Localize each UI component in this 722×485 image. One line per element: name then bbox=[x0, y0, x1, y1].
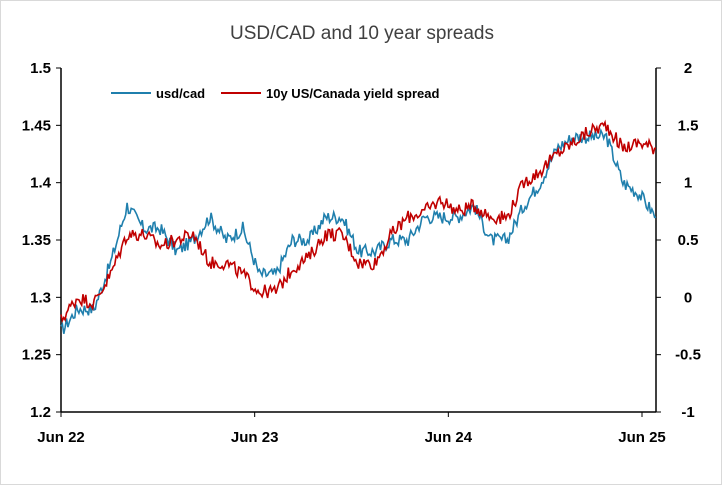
left-tick-label: 1.3 bbox=[30, 289, 51, 306]
left-tick-label: 1.5 bbox=[30, 60, 51, 77]
right-tick-label: 2 bbox=[684, 60, 692, 77]
legend-label-spread: 10y US/Canada yield spread bbox=[266, 86, 439, 101]
x-tick-label: Jun 24 bbox=[425, 429, 473, 446]
right-tick-label: 1.5 bbox=[678, 117, 699, 134]
left-tick-label: 1.35 bbox=[22, 232, 51, 249]
x-tick-label: Jun 22 bbox=[37, 429, 85, 446]
right-tick-label: -1 bbox=[681, 404, 694, 421]
right-tick-label: 0 bbox=[684, 289, 692, 306]
left-tick-label: 1.2 bbox=[30, 404, 51, 421]
left-tick-label: 1.4 bbox=[30, 175, 52, 192]
x-axis-ticks: Jun 22 Jun 23 Jun 24 Jun 25 bbox=[37, 412, 666, 446]
right-tick-label: 0.5 bbox=[678, 232, 699, 249]
right-axis-ticks: -1 -0.5 0 0.5 1 1.5 2 bbox=[656, 60, 701, 421]
left-tick-label: 1.45 bbox=[22, 117, 51, 134]
legend-label-usdcad: usd/cad bbox=[156, 86, 205, 101]
x-tick-label: Jun 23 bbox=[231, 429, 279, 446]
left-axis-ticks: 1.2 1.25 1.3 1.35 1.4 1.45 1.5 bbox=[22, 60, 61, 421]
right-tick-label: 1 bbox=[684, 175, 692, 192]
x-tick-label: Jun 25 bbox=[618, 429, 666, 446]
right-tick-label: -0.5 bbox=[675, 347, 701, 364]
series-lines bbox=[60, 119, 657, 334]
left-tick-label: 1.25 bbox=[22, 347, 51, 364]
legend: usd/cad 10y US/Canada yield spread bbox=[111, 86, 439, 101]
chart-title: USD/CAD and 10 year spreads bbox=[230, 23, 494, 44]
series-line-0 bbox=[60, 127, 657, 334]
series-line-1 bbox=[60, 119, 657, 323]
